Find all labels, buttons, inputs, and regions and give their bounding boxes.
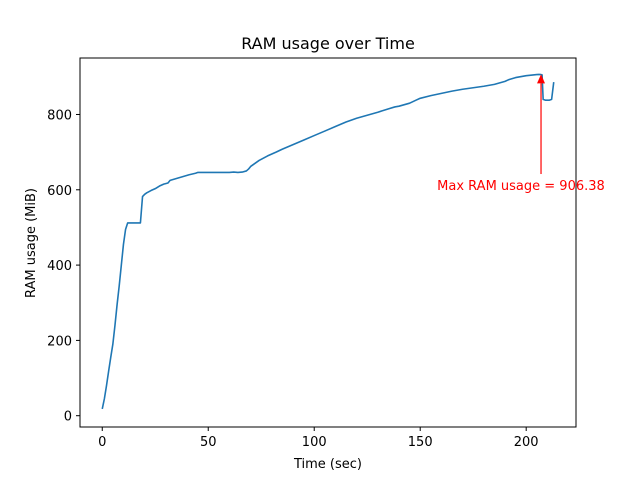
x-tick-label-4: 200 bbox=[514, 435, 539, 450]
x-tick-label-0: 0 bbox=[98, 435, 106, 450]
axes-frame bbox=[79, 57, 577, 428]
y-tick-label-0: 0 bbox=[64, 410, 72, 425]
x-axis-label: Time (sec) bbox=[293, 457, 362, 472]
plot-area: Max RAM usage = 906.38 0 50 100 150 200 0 200 40… bbox=[47, 57, 605, 450]
y-axis-label: RAM usage (MiB) bbox=[24, 188, 39, 298]
chart-title: RAM usage over Time bbox=[241, 34, 415, 53]
y-tick-label-1: 200 bbox=[47, 334, 72, 349]
x-tick-label-3: 150 bbox=[408, 435, 433, 450]
y-tick-label-4: 800 bbox=[47, 108, 72, 123]
x-tick-label-2: 100 bbox=[302, 435, 327, 450]
annotation-label-0: Max RAM usage = 906.38 bbox=[437, 179, 605, 194]
annotation-arrow-head-0 bbox=[537, 74, 546, 84]
series-line-0 bbox=[101, 73, 555, 410]
y-tick-label-2: 400 bbox=[47, 259, 72, 274]
y-tick-label-3: 600 bbox=[47, 184, 72, 199]
x-tick-label-1: 50 bbox=[200, 435, 217, 450]
